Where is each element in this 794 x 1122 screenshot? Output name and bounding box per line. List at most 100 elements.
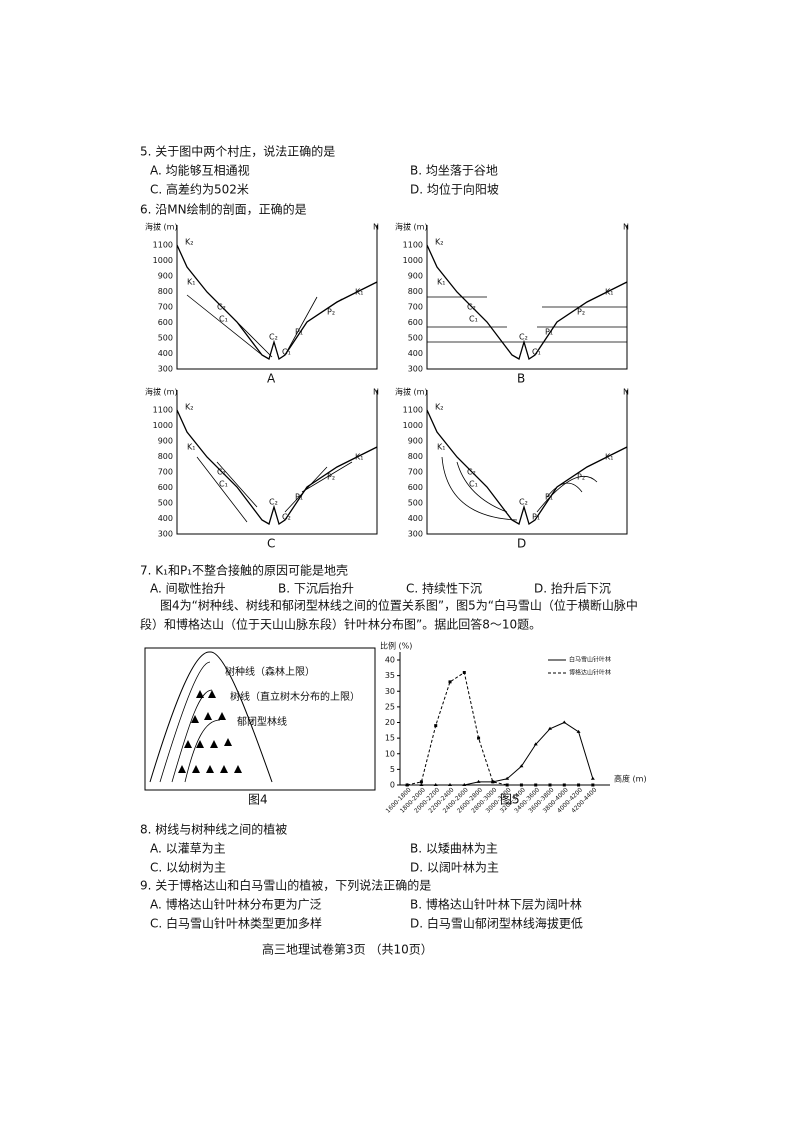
stratum-label: C₁ <box>469 315 478 324</box>
tick-label: 500 <box>158 499 173 508</box>
option: A. 以灌草为主 <box>150 842 226 856</box>
y-tick-label: 30 <box>385 687 395 696</box>
tick-label: 800 <box>408 452 423 461</box>
stratum-label: K₁ <box>605 288 613 297</box>
stratum-label: K₁ <box>187 278 195 287</box>
tick-label: 400 <box>158 349 173 358</box>
tick-label: 1100 <box>153 241 173 250</box>
tick-label: 800 <box>158 452 173 461</box>
tick-label: 800 <box>158 287 173 296</box>
axis-label: 海拔 (m) <box>145 222 178 232</box>
y-tick-label: 0 <box>390 781 395 790</box>
series-line <box>407 721 594 786</box>
stratum-label: C₁ <box>532 348 541 357</box>
axis-label: 海拔 (m) <box>395 222 428 232</box>
option-letter: C <box>267 537 275 551</box>
tick-label: 300 <box>408 365 423 374</box>
axis-label: 海拔 (m) <box>395 387 428 397</box>
intro-text: 图4为“树种线、树线和郁闭型林线之间的位置关系图”，图5为“白马雪山（位于横断山… <box>160 598 638 613</box>
question-stem: 5. 关于图中两个村庄，说法正确的是 <box>140 144 335 159</box>
option: A. 博格达山针叶林分布更为广泛 <box>150 897 322 912</box>
frame <box>426 390 628 535</box>
tick-label: 600 <box>408 318 423 327</box>
point <box>448 680 452 684</box>
end-label: N <box>373 223 379 232</box>
point <box>534 783 538 787</box>
option-letter: B <box>517 372 525 386</box>
caption: 图5 <box>500 793 520 807</box>
point <box>591 783 595 787</box>
stratum-label: P₁ <box>295 328 303 337</box>
tick-label: 500 <box>408 334 423 343</box>
point <box>505 776 510 780</box>
point <box>477 736 481 740</box>
stratum-label: K₁ <box>187 443 195 452</box>
option: D. 白马雪山郁闭型林线海拔更低 <box>410 916 583 931</box>
y-tick-label: 20 <box>385 718 395 727</box>
y-tick-label: 15 <box>385 734 395 743</box>
point <box>562 720 567 724</box>
tick-label: 500 <box>408 499 423 508</box>
footer: 高三地理试卷第3页 （共10页） <box>262 942 433 957</box>
point <box>548 726 552 730</box>
tick-label: 700 <box>158 303 173 312</box>
axis-label: 海拔 (m) <box>145 387 178 397</box>
tick-label: 600 <box>158 483 173 492</box>
stratum-label: P₁ <box>532 513 540 522</box>
stratum-label: K₁ <box>355 288 363 297</box>
point <box>491 780 495 784</box>
point <box>577 783 581 787</box>
terrain <box>426 244 628 361</box>
point <box>405 783 409 787</box>
tick-label: 900 <box>408 272 423 281</box>
point <box>505 783 509 787</box>
stratum-label: C₁ <box>219 315 228 324</box>
y-tick-label: 25 <box>385 702 395 711</box>
fig4-label: 树种线（森林上限） <box>225 665 315 678</box>
tick-label: 900 <box>158 437 173 446</box>
terrain <box>176 409 378 526</box>
option: D. 以阔叶林为主 <box>410 861 499 875</box>
fig4-label: 树线（直立树木分布的上限） <box>230 690 360 703</box>
tick-label: 1100 <box>153 406 173 415</box>
tick-label: 800 <box>408 287 423 296</box>
series-line <box>407 671 593 786</box>
point <box>533 742 538 746</box>
tick-label: 900 <box>408 437 423 446</box>
question-stem: 7. K₁和P₁不整合接触的原因可能是地壳 <box>140 563 348 578</box>
point <box>448 783 452 786</box>
option: B. 以矮曲林为主 <box>410 842 498 856</box>
question-stem: 8. 树线与树种线之间的植被 <box>140 822 287 837</box>
fig4-frame <box>144 647 376 791</box>
option: D. 均位于向阳坡 <box>410 182 499 197</box>
stratum-label: K₁ <box>437 278 445 287</box>
layers <box>441 456 598 521</box>
stratum-label: P₁ <box>545 493 553 502</box>
point <box>548 783 552 787</box>
stratum-label: K₂ <box>185 238 193 247</box>
option: D. 抬升后下沉 <box>534 582 611 596</box>
point <box>519 783 523 787</box>
stratum-label: C₂ <box>467 468 476 477</box>
point <box>462 783 467 786</box>
terrain <box>426 409 628 526</box>
stratum-label: K₂ <box>435 403 443 412</box>
stratum-label: C₂ <box>467 303 476 312</box>
tick-label: 1000 <box>403 256 423 265</box>
stratum-label: K₂ <box>185 403 193 412</box>
frame <box>176 390 378 535</box>
tick-label: 700 <box>158 468 173 477</box>
option: C. 高差约为502米 <box>150 182 249 197</box>
end-label: N <box>623 388 629 397</box>
option: C. 白马雪山针叶林类型更加多样 <box>150 916 322 931</box>
stratum-label: K₁ <box>437 443 445 452</box>
option: A. 均能够互相通视 <box>150 163 250 178</box>
tick-label: 600 <box>158 318 173 327</box>
point <box>419 783 424 786</box>
legend-label: 白马雪山针叶林 <box>569 656 611 664</box>
stratum-label: K₂ <box>435 238 443 247</box>
tick-label: 1000 <box>153 256 173 265</box>
stratum-label: K₁ <box>605 453 613 462</box>
stratum-label: P₂ <box>577 473 585 482</box>
tick-label: 1100 <box>403 406 423 415</box>
